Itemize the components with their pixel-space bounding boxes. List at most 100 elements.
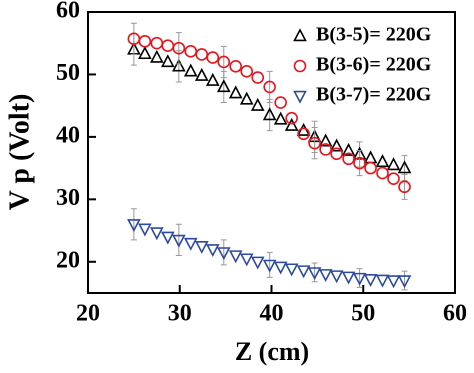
data-point xyxy=(262,107,277,121)
data-point xyxy=(228,250,243,264)
data-point xyxy=(352,272,367,286)
data-point xyxy=(273,261,288,275)
data-point xyxy=(206,51,220,64)
data-point xyxy=(297,127,310,141)
data-point xyxy=(184,45,198,58)
data-point xyxy=(127,219,141,233)
y-tick-label: 50 xyxy=(56,60,80,86)
data-point xyxy=(172,234,186,248)
data-point xyxy=(284,117,299,131)
data-point xyxy=(205,72,220,86)
data-point xyxy=(138,46,152,60)
data-point xyxy=(149,227,164,241)
x-tick-label: 30 xyxy=(168,301,192,327)
y-tick-label: 40 xyxy=(56,122,80,148)
y-tick-label: 30 xyxy=(56,185,80,211)
data-point xyxy=(217,55,231,69)
y-tick-label: 60 xyxy=(56,0,80,24)
data-point xyxy=(293,59,307,73)
data-point xyxy=(161,39,175,53)
legend-label: B(3-7)= 220G xyxy=(316,84,432,106)
y-tick-label: 20 xyxy=(56,247,80,273)
x-axis-label: Z (cm) xyxy=(235,337,309,366)
data-point xyxy=(194,240,209,254)
data-point xyxy=(353,156,366,170)
data-point xyxy=(250,256,265,270)
x-tick-label: 20 xyxy=(76,301,100,327)
data-point xyxy=(239,253,254,267)
data-point xyxy=(216,79,231,93)
data-point xyxy=(250,97,265,111)
data-point xyxy=(195,48,209,61)
legend-label: B(3-5)= 220G xyxy=(316,24,432,46)
x-tick-label: 60 xyxy=(443,301,467,327)
data-point xyxy=(341,271,356,285)
error-bar xyxy=(266,251,273,278)
data-point xyxy=(228,85,243,99)
data-point xyxy=(342,152,355,166)
data-point xyxy=(386,275,401,289)
data-point xyxy=(364,161,377,175)
data-point xyxy=(149,49,164,63)
data-point xyxy=(363,274,378,288)
data-point xyxy=(273,111,288,125)
data-point xyxy=(296,265,311,279)
data-point xyxy=(376,166,389,180)
data-point xyxy=(284,263,299,277)
data-point xyxy=(293,28,307,42)
data-point xyxy=(240,65,254,78)
y-axis-label: V p (Volt) xyxy=(4,94,35,211)
legend-label: B(3-6)= 220G xyxy=(316,54,432,76)
data-point xyxy=(330,147,343,161)
error-bar xyxy=(356,150,363,177)
data-point xyxy=(329,270,344,284)
data-point xyxy=(397,160,412,174)
data-point xyxy=(239,91,254,105)
data-point xyxy=(397,275,412,289)
data-point xyxy=(363,150,378,164)
data-point xyxy=(274,96,287,109)
data-point xyxy=(160,54,175,68)
error-bar xyxy=(175,32,182,65)
data-point xyxy=(251,71,265,84)
data-point xyxy=(375,154,390,168)
data-point xyxy=(307,267,322,281)
error-bar xyxy=(130,208,137,241)
data-point xyxy=(341,142,356,156)
data-point xyxy=(308,136,321,150)
data-point xyxy=(318,269,333,283)
data-point xyxy=(387,172,400,186)
data-point xyxy=(375,274,390,288)
data-point xyxy=(285,111,298,125)
data-point xyxy=(216,247,231,261)
error-bar xyxy=(266,70,273,104)
data-point xyxy=(398,180,411,194)
data-point xyxy=(160,231,175,245)
data-point xyxy=(293,90,307,104)
error-bar xyxy=(175,223,182,257)
data-point xyxy=(183,63,198,77)
data-point xyxy=(138,35,152,48)
data-point xyxy=(263,80,276,94)
data-point xyxy=(194,67,209,81)
data-point xyxy=(138,223,152,237)
data-point xyxy=(318,133,333,147)
x-tick-label: 40 xyxy=(260,301,284,327)
data-point xyxy=(329,138,344,152)
error-bar xyxy=(130,22,137,55)
data-point xyxy=(150,36,164,50)
data-point xyxy=(262,259,277,273)
error-bar xyxy=(401,173,408,200)
data-point xyxy=(229,60,243,73)
data-point xyxy=(205,244,220,258)
data-point xyxy=(172,58,186,72)
data-point xyxy=(386,157,401,171)
data-point xyxy=(172,41,186,55)
data-point xyxy=(183,237,198,251)
error-bar xyxy=(220,45,227,79)
x-tick-label: 50 xyxy=(351,301,375,327)
error-bar xyxy=(311,127,318,160)
error-bar xyxy=(220,239,227,266)
error-bar xyxy=(266,98,273,132)
